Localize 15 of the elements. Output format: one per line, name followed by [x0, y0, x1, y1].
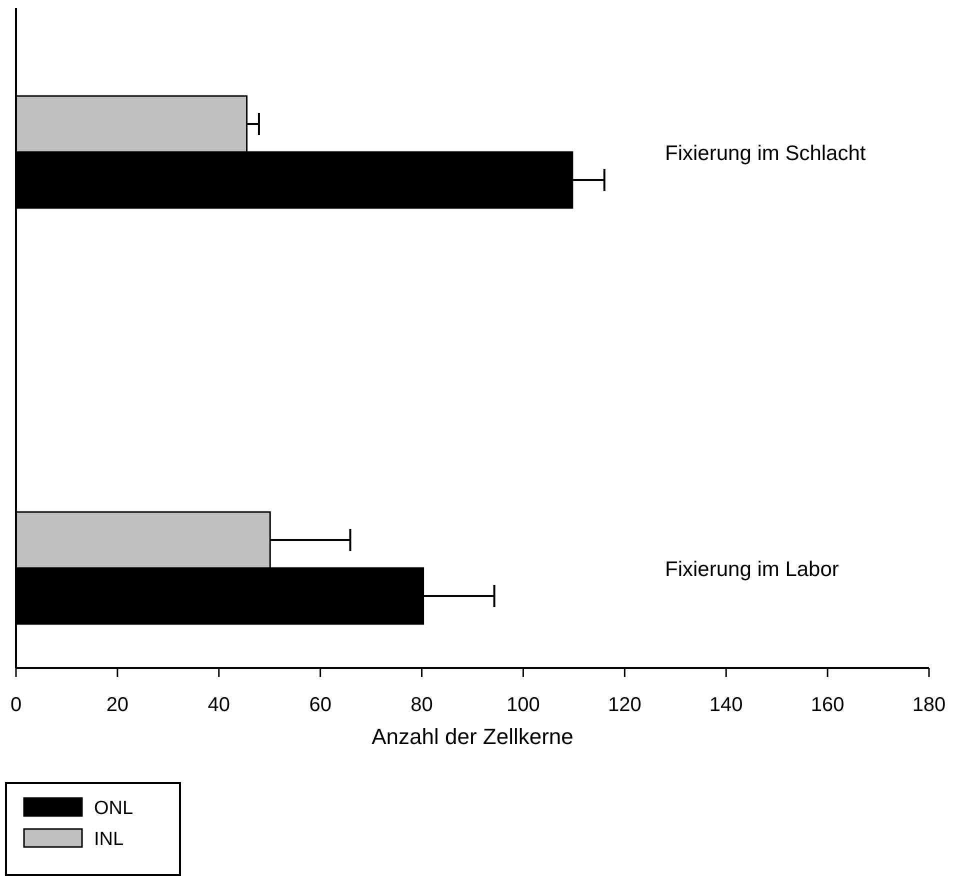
legend-label: ONL: [94, 798, 134, 819]
x-axis-title: Anzahl der Zellkerne: [372, 724, 574, 749]
x-tick-label: 120: [608, 694, 642, 716]
x-tick-label: 0: [10, 694, 22, 716]
x-tick-label: 100: [506, 694, 540, 716]
legend-label: INL: [94, 829, 124, 850]
x-tick-label: 40: [208, 694, 230, 716]
x-tick-label: 20: [106, 694, 129, 716]
y-tick-label: Fixierung im Labor: [665, 558, 839, 581]
x-tick-label: 160: [810, 694, 844, 716]
x-tick-label: 60: [309, 694, 332, 716]
x-tick-label: 80: [410, 694, 433, 716]
x-tick-label: 180: [912, 694, 946, 716]
y-tick-label: Fixierung im Schlacht: [665, 142, 866, 165]
x-tick-label: 140: [709, 694, 743, 716]
